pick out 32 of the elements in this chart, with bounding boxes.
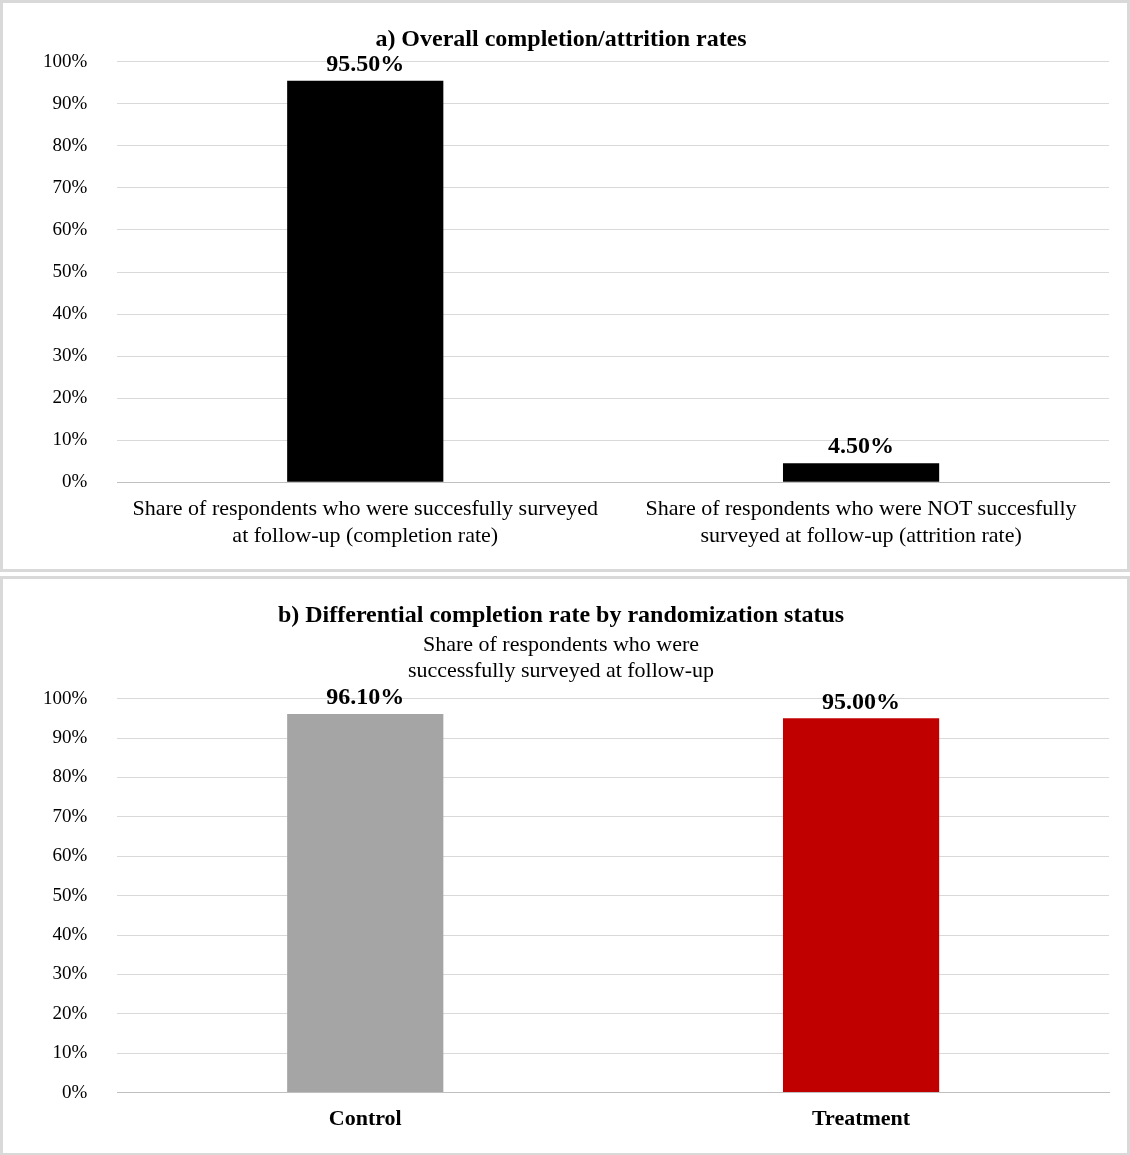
y-tick-label: 80% — [52, 133, 88, 155]
chart-title: b) Differential completion rate by randomization status — [277, 600, 845, 627]
x-tick-label: Control — [328, 1105, 402, 1131]
y-tick-label: 0% — [62, 1080, 88, 1102]
y-tick-label: 80% — [52, 765, 88, 787]
chart-title: a) Overall completion/attrition rates — [375, 24, 747, 51]
x-tick-label: Share of respondents who were succesfully surveyed at follow-up (completion rate) — [132, 495, 599, 547]
y-tick-label: 100% — [43, 686, 88, 708]
y-tick-label: 90% — [52, 91, 88, 113]
y-tick-label: 60% — [52, 217, 88, 239]
y-tick-label: 20% — [52, 386, 88, 408]
data-label: 4.50% — [828, 432, 895, 459]
y-tick-label: 30% — [52, 344, 88, 366]
y-tick-label: 10% — [52, 428, 88, 450]
data-label: 95.00% — [822, 687, 901, 714]
y-tick-label: 30% — [52, 962, 88, 984]
y-tick-label: 0% — [62, 470, 88, 492]
y-tick-label: 50% — [52, 259, 88, 281]
data-label: 96.10% — [326, 683, 405, 710]
y-tick-label: 40% — [52, 302, 88, 324]
y-tick-label: 60% — [52, 844, 88, 866]
y-tick-label: 70% — [52, 175, 88, 197]
y-tick-label: 50% — [52, 883, 88, 905]
y-tick-label: 70% — [52, 804, 88, 826]
y-tick-label: 10% — [52, 1041, 88, 1063]
y-tick-label: 40% — [52, 922, 88, 944]
y-tick-label: 20% — [52, 1001, 88, 1023]
x-tick-label: Share of respondents who were NOT succesfully surveyed at follow-up (attrition rate) — [645, 495, 1077, 547]
y-tick-label: 100% — [43, 49, 88, 71]
chart-subtitle: Share of respondents who were successfully surveyed at follow-up — [407, 630, 715, 683]
x-tick-label: Treatment — [812, 1105, 911, 1131]
y-tick-label: 90% — [52, 725, 88, 747]
